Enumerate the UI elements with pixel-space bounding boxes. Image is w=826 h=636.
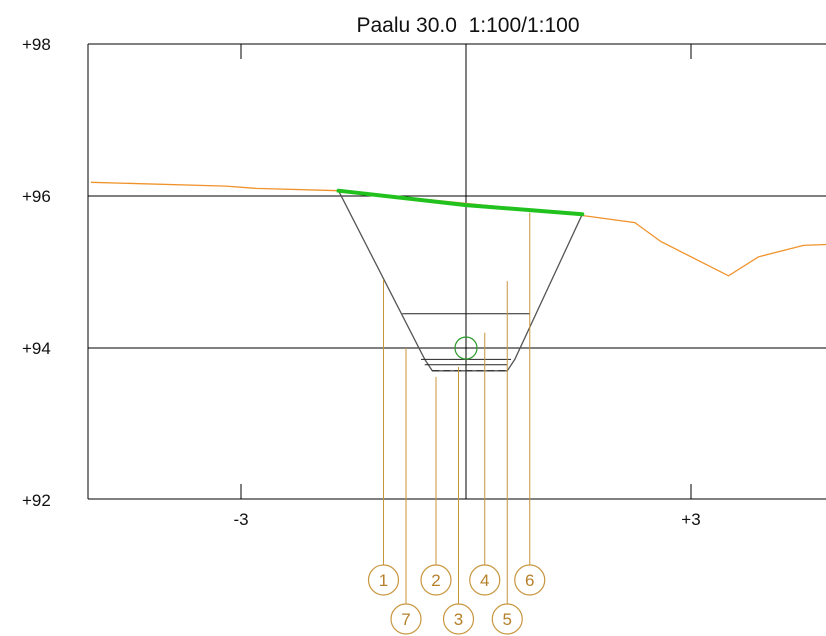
marker-layer: 1 2 4 6 7 3 5	[367, 212, 546, 635]
marker-number: 5	[503, 610, 512, 629]
marker-number: 2	[431, 571, 440, 590]
y-tick-label: +98	[22, 35, 51, 54]
y-tick-label: +92	[22, 491, 51, 510]
marker-number: 3	[454, 610, 463, 629]
terrain-layer	[90, 181, 826, 277]
marker-circle	[514, 564, 546, 596]
structure-layer	[336, 188, 585, 372]
excavation-outline	[337, 190, 583, 372]
marker-number: 4	[480, 571, 489, 590]
y-tick-label: +96	[22, 187, 51, 206]
marker-circle	[367, 564, 400, 596]
x-tick-label: -3	[233, 510, 248, 529]
grid-layer: +98 +96 +94 +92 -3 +3	[22, 35, 826, 529]
x-tick-label: +3	[681, 510, 700, 529]
marker-circle	[390, 603, 422, 635]
y-tick-label: +94	[22, 339, 51, 358]
drawing-title: Paalu 30.0 1:100/1:100	[356, 14, 580, 37]
design-surface-line	[336, 188, 585, 217]
marker-number: 7	[401, 610, 410, 629]
marker-number: 1	[379, 571, 388, 590]
marker-circle	[442, 603, 475, 635]
pipe-circle	[454, 336, 478, 360]
marker-circle	[420, 564, 452, 596]
marker-circle	[491, 603, 523, 635]
marker-number: 6	[525, 571, 534, 590]
marker-circle	[469, 564, 501, 596]
terrain-line	[90, 181, 826, 277]
